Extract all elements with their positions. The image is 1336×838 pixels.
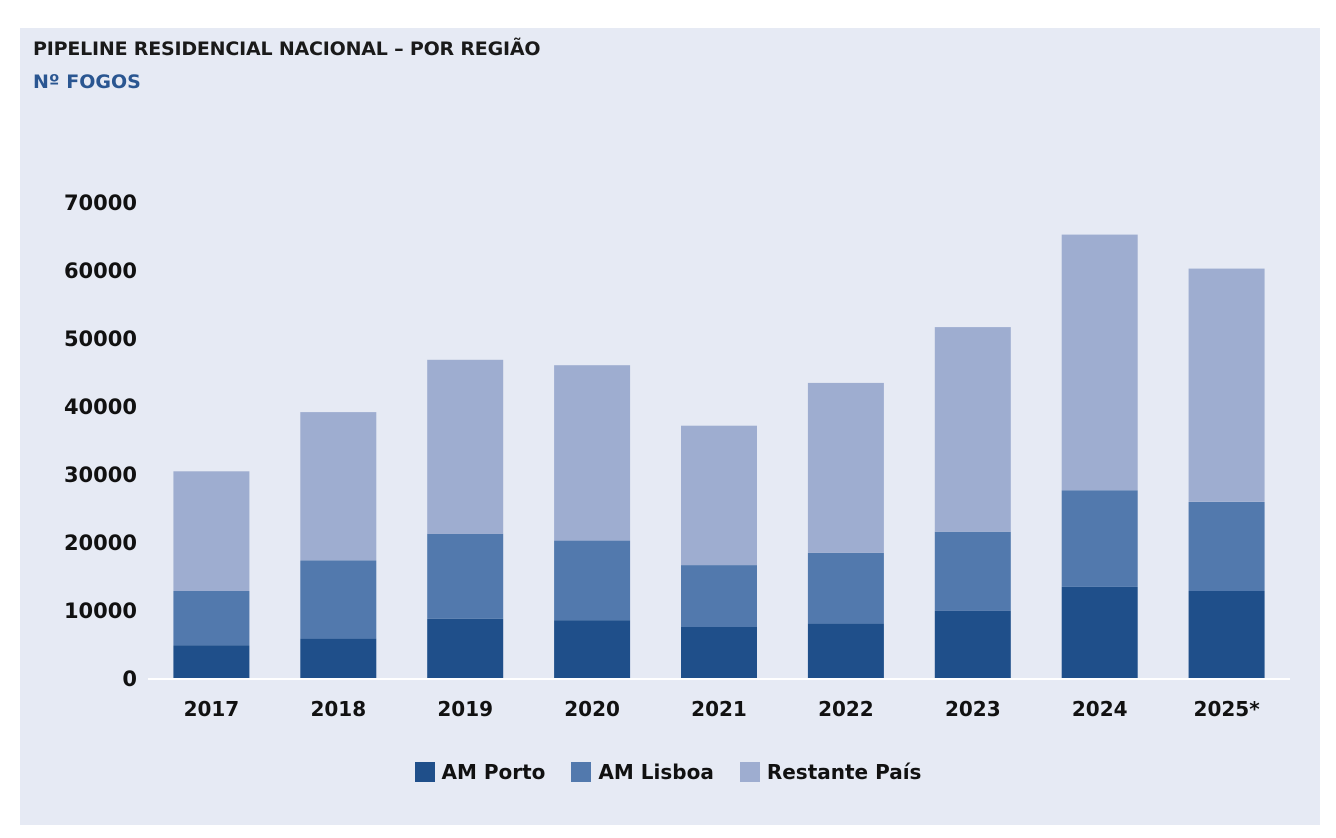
x-tick-label: 2019 (437, 697, 493, 721)
chart-subtitle: Nº FOGOS (33, 71, 141, 93)
bar-restante-pa-s-2019 (427, 359, 504, 534)
bar-restante-pa-s-2023 (934, 327, 1011, 532)
legend-item: AM Porto (414, 760, 546, 784)
x-tick-label: 2020 (564, 697, 620, 721)
y-tick-label: 20000 (64, 531, 137, 555)
x-tick-label: 2022 (818, 697, 874, 721)
legend-item: AM Lisboa (571, 760, 714, 784)
bar-am-lisboa-2022 (807, 552, 884, 624)
y-tick-label: 60000 (64, 259, 137, 283)
bar-restante-pa-s-2018 (300, 412, 377, 561)
legend-item: Restante País (739, 760, 922, 784)
x-tick-label: 2024 (1072, 697, 1128, 721)
bar-am-porto-2021 (681, 627, 757, 678)
bar-am-lisboa-2021 (681, 565, 757, 627)
legend-label: AM Porto (441, 760, 546, 784)
bar-am-porto-2019 (427, 618, 504, 678)
y-tick-label: 0 (122, 667, 137, 691)
legend-label: Restante País (766, 760, 922, 784)
bar-am-lisboa-2020 (554, 540, 631, 621)
y-tick-label: 10000 (64, 599, 137, 623)
bar-restante-pa-s-2025 (1188, 268, 1265, 502)
bar-restante-pa-s-2022 (807, 382, 884, 553)
bar-am-lisboa-2019 (427, 533, 504, 619)
legend-swatch (571, 762, 592, 782)
bar-restante-pa-s-2017 (173, 471, 250, 591)
x-tick-label: 2023 (945, 697, 1001, 721)
bar-restante-pa-s-2024 (1061, 234, 1138, 491)
bar-am-porto-2020 (554, 620, 631, 678)
y-tick-label: 40000 (64, 395, 137, 419)
y-tick-label: 50000 (64, 327, 137, 351)
legend-label: AM Lisboa (598, 760, 714, 784)
bar-am-porto-2023 (934, 610, 1011, 678)
bar-am-porto-2017 (173, 645, 250, 678)
bars-group (173, 234, 1265, 678)
x-tick-label: 2021 (691, 697, 747, 721)
y-tick-label: 70000 (64, 191, 137, 215)
bar-restante-pa-s-2021 (681, 425, 757, 566)
legend-swatch (414, 762, 435, 782)
bar-am-lisboa-2017 (173, 591, 250, 646)
bar-am-lisboa-2024 (1061, 490, 1138, 587)
x-axis: 2017 2018 2019 2020 2021 2022 2023 2024 2025* (148, 678, 1290, 721)
legend: AM Porto AM Lisboa Restante País (0, 760, 1336, 784)
bar-am-porto-2025 (1188, 591, 1265, 678)
bar-am-lisboa-2025 (1188, 501, 1265, 591)
bar-am-porto-2022 (807, 623, 884, 678)
bar-am-lisboa-2023 (934, 531, 1011, 611)
x-tick-label: 2018 (310, 697, 366, 721)
y-tick-label: 30000 (64, 463, 137, 487)
bar-am-porto-2018 (300, 638, 377, 678)
bar-am-porto-2024 (1061, 586, 1138, 678)
legend-swatch (739, 762, 760, 782)
chart-title: PIPELINE RESIDENCIAL NACIONAL – POR REGI… (33, 38, 541, 60)
y-axis: 0 10000 20000 30000 40000 50000 60000 70000 (64, 191, 137, 691)
x-tick-label: 2017 (184, 697, 240, 721)
x-tick-label: 2025* (1194, 697, 1261, 721)
bar-am-lisboa-2018 (300, 560, 377, 639)
bar-restante-pa-s-2020 (554, 365, 631, 541)
